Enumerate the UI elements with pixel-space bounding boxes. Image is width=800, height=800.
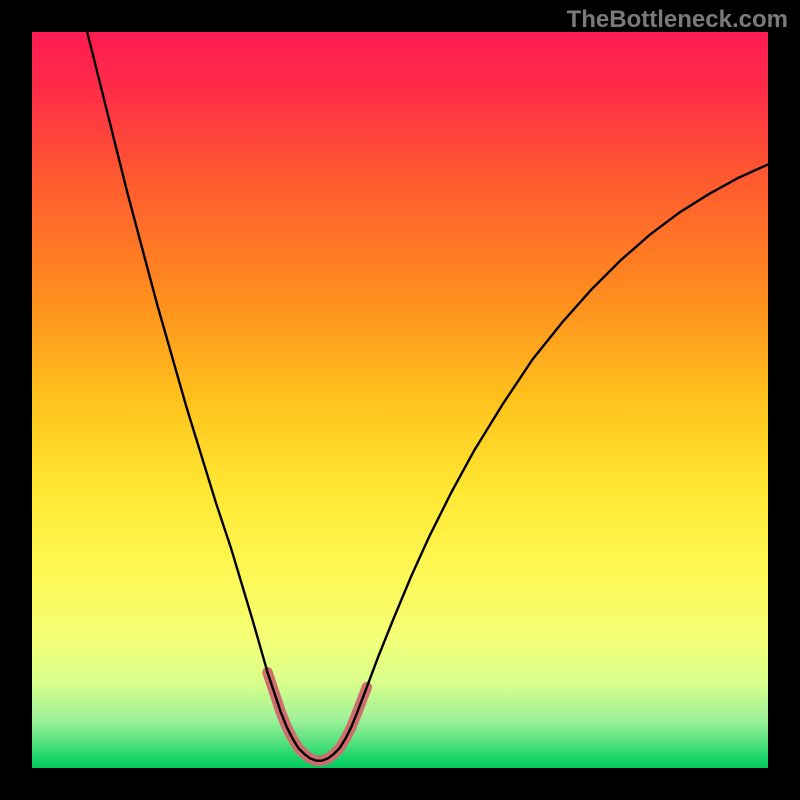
plot-svg bbox=[32, 32, 768, 768]
plot-area bbox=[32, 32, 768, 768]
watermark-text: TheBottleneck.com bbox=[567, 6, 788, 34]
gradient-background bbox=[32, 32, 768, 768]
